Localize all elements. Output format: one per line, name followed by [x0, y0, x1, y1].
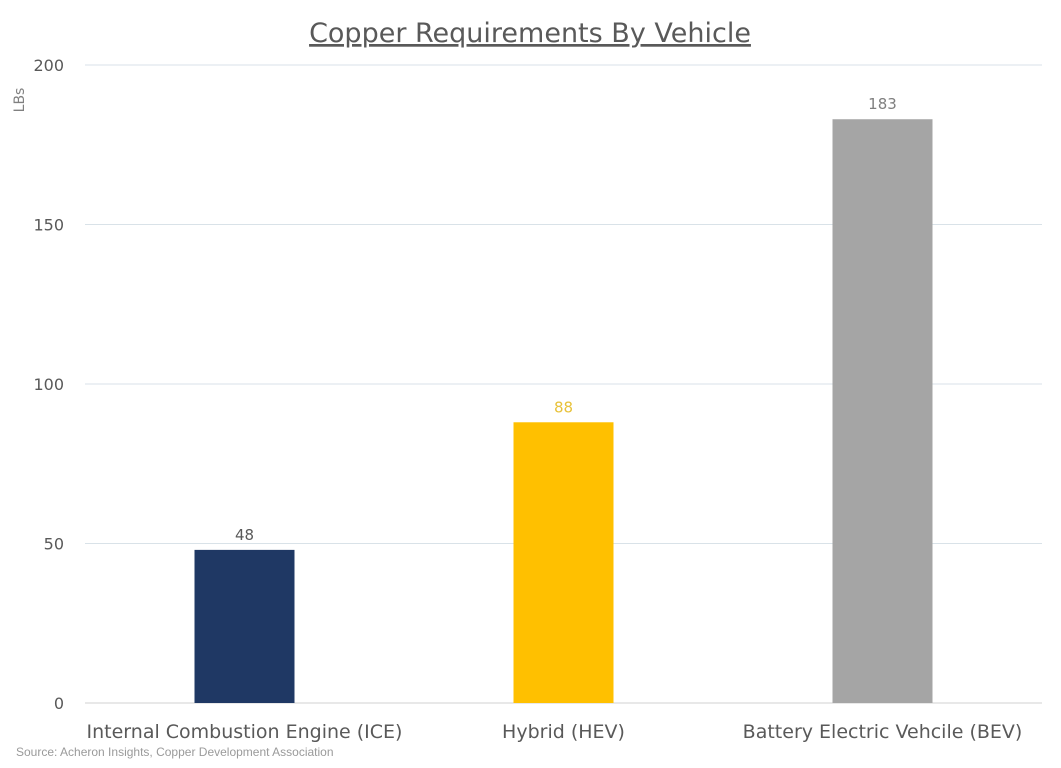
- x-tick-label: Internal Combustion Engine (ICE): [87, 721, 403, 743]
- x-tick-label: Battery Electric Vehcile (BEV): [743, 721, 1023, 743]
- y-axis-label: LBs: [12, 88, 28, 113]
- chart-title: Copper Requirements By Vehicle: [309, 18, 751, 49]
- source-note: Source: Acheron Insights, Copper Develop…: [16, 745, 334, 759]
- x-axis-ticks: Internal Combustion Engine (ICE) Hybrid (…: [87, 721, 1023, 743]
- bars: [194, 119, 933, 704]
- y-tick-label: 100: [33, 375, 64, 394]
- y-tick-label: 0: [54, 694, 64, 713]
- bar: [832, 119, 933, 704]
- bar: [513, 422, 614, 703]
- y-axis-ticks: 0 50 100 150 200: [33, 56, 64, 713]
- y-tick-label: 150: [33, 216, 64, 235]
- bar: [194, 549, 295, 703]
- y-tick-label: 200: [33, 56, 64, 75]
- x-tick-label: Hybrid (HEV): [502, 721, 625, 743]
- data-label: 183: [868, 95, 897, 113]
- data-labels: 48 88 183: [235, 95, 897, 544]
- data-label: 48: [235, 526, 254, 544]
- data-label: 88: [554, 398, 573, 416]
- y-tick-label: 50: [44, 535, 64, 554]
